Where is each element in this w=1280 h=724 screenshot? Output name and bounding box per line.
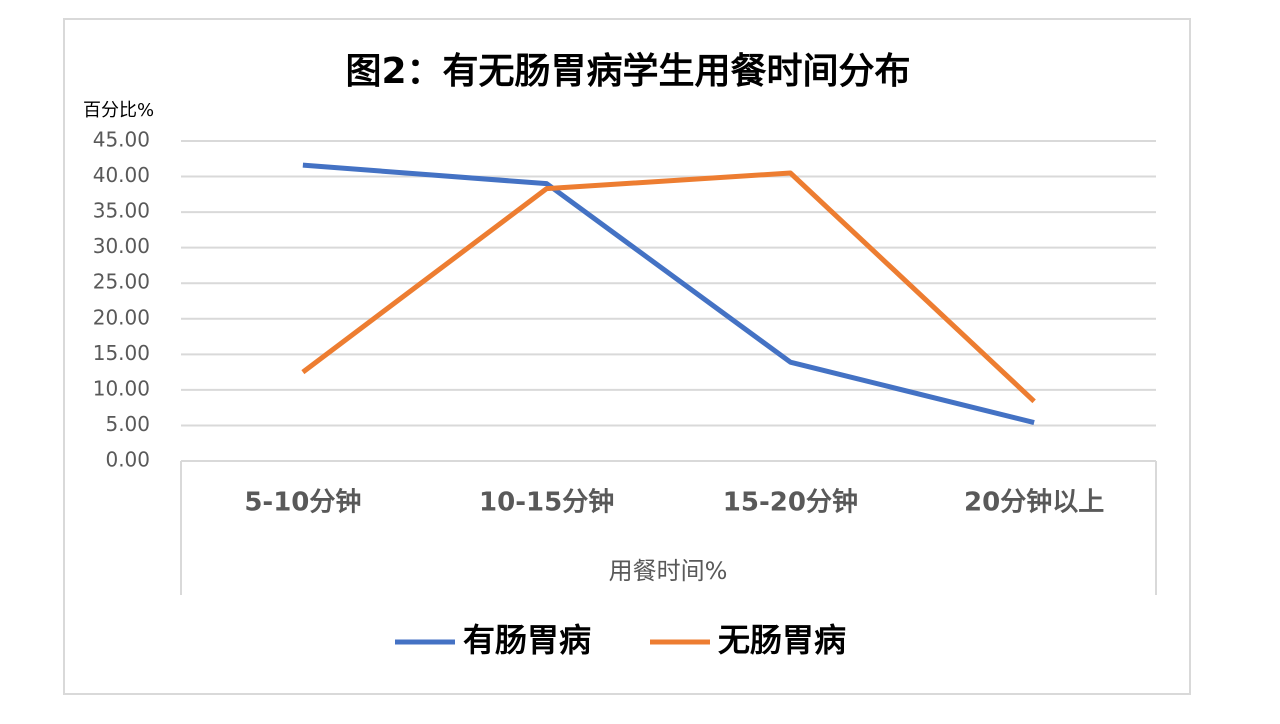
x-tick-label: 10-15分钟: [479, 487, 614, 518]
chart-frame: [63, 18, 1191, 695]
y-tick-label: 0.00: [105, 448, 150, 472]
y-tick-label: 10.00: [93, 376, 150, 400]
y-tick-label: 25.00: [93, 270, 150, 294]
chart-title: 图2：有无肠胃病学生用餐时间分布: [345, 50, 910, 92]
x-tick-label: 15-20分钟: [723, 487, 858, 518]
series-line: [302, 162, 1035, 426]
y-tick-label: 40.00: [93, 163, 150, 187]
y-tick-label: 20.00: [93, 305, 150, 329]
x-tick-label: 20分钟以上: [964, 487, 1104, 518]
y-tick-label: 45.00: [93, 128, 150, 152]
legend-label: 有肠胃病: [463, 621, 591, 659]
legend-label: 无肠胃病: [718, 621, 846, 659]
series-line: [301, 170, 1036, 404]
y-tick-label: 35.00: [93, 199, 150, 223]
x-axis-title: 用餐时间%: [609, 557, 728, 585]
y-tick-label: 5.00: [105, 412, 150, 436]
y-tick-label: 15.00: [93, 341, 150, 365]
y-tick-label: 30.00: [93, 234, 150, 258]
x-tick-label: 5-10分钟: [244, 487, 361, 518]
y-axis-title: 百分比%: [83, 100, 154, 121]
